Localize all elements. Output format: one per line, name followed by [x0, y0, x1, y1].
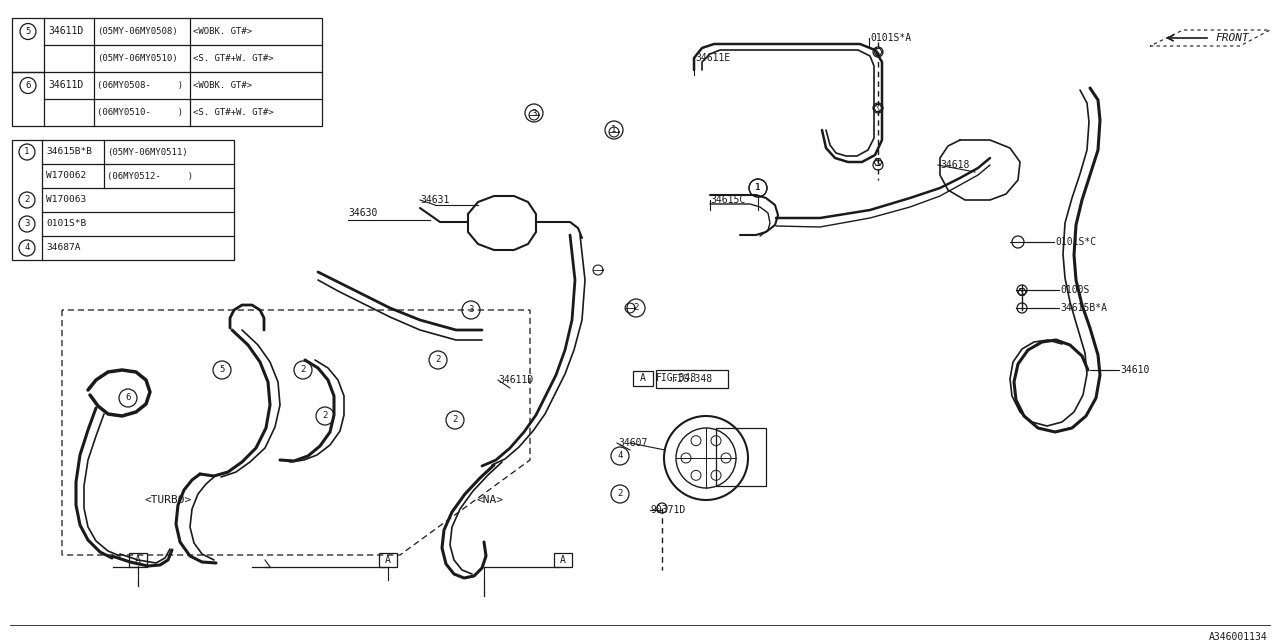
- Text: 4: 4: [617, 451, 622, 461]
- Bar: [12, 140, 234, 260]
- Text: 1: 1: [24, 147, 29, 157]
- Text: FRONT: FRONT: [1215, 33, 1249, 43]
- Text: W170062: W170062: [46, 172, 86, 180]
- Text: A: A: [640, 373, 646, 383]
- Bar: [379, 553, 397, 567]
- Text: (06MY0510-     ): (06MY0510- ): [97, 108, 183, 117]
- Text: <WOBK. GT#>: <WOBK. GT#>: [193, 81, 252, 90]
- Text: 5: 5: [26, 27, 31, 36]
- Text: 2: 2: [435, 355, 440, 365]
- Text: <WOBK. GT#>: <WOBK. GT#>: [193, 27, 252, 36]
- Text: 34611D: 34611D: [49, 26, 83, 36]
- Text: 34611D: 34611D: [49, 81, 83, 90]
- Text: <NA>: <NA>: [476, 495, 503, 505]
- Text: 34687A: 34687A: [46, 243, 81, 253]
- Bar: [12, 18, 323, 126]
- Text: 2: 2: [24, 195, 29, 205]
- Text: 90371D: 90371D: [650, 505, 685, 515]
- Text: 0101S*A: 0101S*A: [870, 33, 911, 43]
- Text: 0101S*B: 0101S*B: [46, 220, 86, 228]
- Bar: [554, 553, 572, 567]
- Text: 34615B*A: 34615B*A: [1060, 303, 1107, 313]
- Text: 3: 3: [468, 305, 474, 314]
- Text: (06MY0512-     ): (06MY0512- ): [108, 172, 193, 180]
- Bar: [657, 370, 728, 388]
- Text: 2: 2: [452, 415, 458, 424]
- Text: 3: 3: [531, 109, 536, 118]
- Text: <TURBO>: <TURBO>: [145, 495, 192, 505]
- Text: 3: 3: [24, 220, 29, 228]
- Text: (06MY0508-     ): (06MY0508- ): [97, 81, 183, 90]
- Text: 0100S: 0100S: [1060, 285, 1089, 295]
- Text: (05MY-06MY0508): (05MY-06MY0508): [97, 27, 178, 36]
- Text: 2: 2: [323, 412, 328, 420]
- Text: 2: 2: [634, 303, 639, 312]
- Text: <S. GT#+W. GT#>: <S. GT#+W. GT#>: [193, 54, 274, 63]
- Text: (05MY-06MY0510): (05MY-06MY0510): [97, 54, 178, 63]
- Text: W170063: W170063: [46, 195, 86, 205]
- Text: (05MY-06MY0511): (05MY-06MY0511): [108, 147, 188, 157]
- Text: 1: 1: [755, 184, 760, 193]
- Bar: [716, 428, 765, 486]
- Text: 2: 2: [617, 490, 622, 499]
- Text: 1: 1: [755, 184, 760, 193]
- Bar: [634, 371, 653, 385]
- Text: A346001134: A346001134: [1210, 632, 1268, 640]
- Text: A: A: [561, 555, 566, 565]
- Text: 0101S*C: 0101S*C: [1055, 237, 1096, 247]
- Text: 4: 4: [24, 243, 29, 253]
- Text: 34610: 34610: [1120, 365, 1149, 375]
- Text: 6: 6: [26, 81, 31, 90]
- Text: 34631: 34631: [420, 195, 449, 205]
- Text: 34611D: 34611D: [498, 375, 534, 385]
- Text: 2: 2: [301, 365, 306, 374]
- Text: 34607: 34607: [618, 438, 648, 448]
- Text: 6: 6: [125, 394, 131, 403]
- Text: FIG.348: FIG.348: [672, 374, 713, 384]
- Text: 1: 1: [612, 125, 617, 134]
- Bar: [129, 553, 147, 567]
- Text: A: A: [385, 555, 390, 565]
- Text: A: A: [136, 555, 141, 565]
- Text: 5: 5: [219, 365, 225, 374]
- Text: <S. GT#+W. GT#>: <S. GT#+W. GT#>: [193, 108, 274, 117]
- Text: 34615B*B: 34615B*B: [46, 147, 92, 157]
- Text: 34618: 34618: [940, 160, 969, 170]
- Text: FIG.348: FIG.348: [657, 373, 698, 383]
- Text: 34611E: 34611E: [695, 53, 731, 63]
- Text: 34615C: 34615C: [710, 195, 745, 205]
- Text: 34630: 34630: [348, 208, 378, 218]
